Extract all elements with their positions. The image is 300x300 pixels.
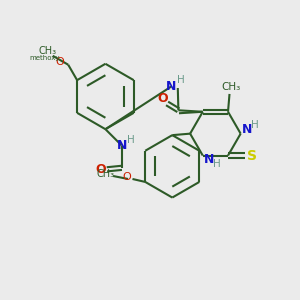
Text: CH₃: CH₃ xyxy=(221,82,241,92)
Text: H: H xyxy=(251,120,259,130)
Text: N: N xyxy=(204,154,214,166)
Text: O: O xyxy=(158,92,168,106)
Text: H: H xyxy=(177,75,184,85)
Text: O: O xyxy=(122,172,131,182)
Text: O: O xyxy=(56,57,64,67)
Text: N: N xyxy=(242,123,252,136)
Text: H: H xyxy=(213,159,221,170)
Text: O: O xyxy=(96,163,106,176)
Text: CH₃: CH₃ xyxy=(38,46,56,56)
Text: N: N xyxy=(117,139,127,152)
Text: N: N xyxy=(166,80,176,93)
Text: CH₃: CH₃ xyxy=(97,169,115,178)
Text: H: H xyxy=(128,135,135,145)
Text: methoxy: methoxy xyxy=(30,55,60,61)
Text: S: S xyxy=(247,148,257,163)
